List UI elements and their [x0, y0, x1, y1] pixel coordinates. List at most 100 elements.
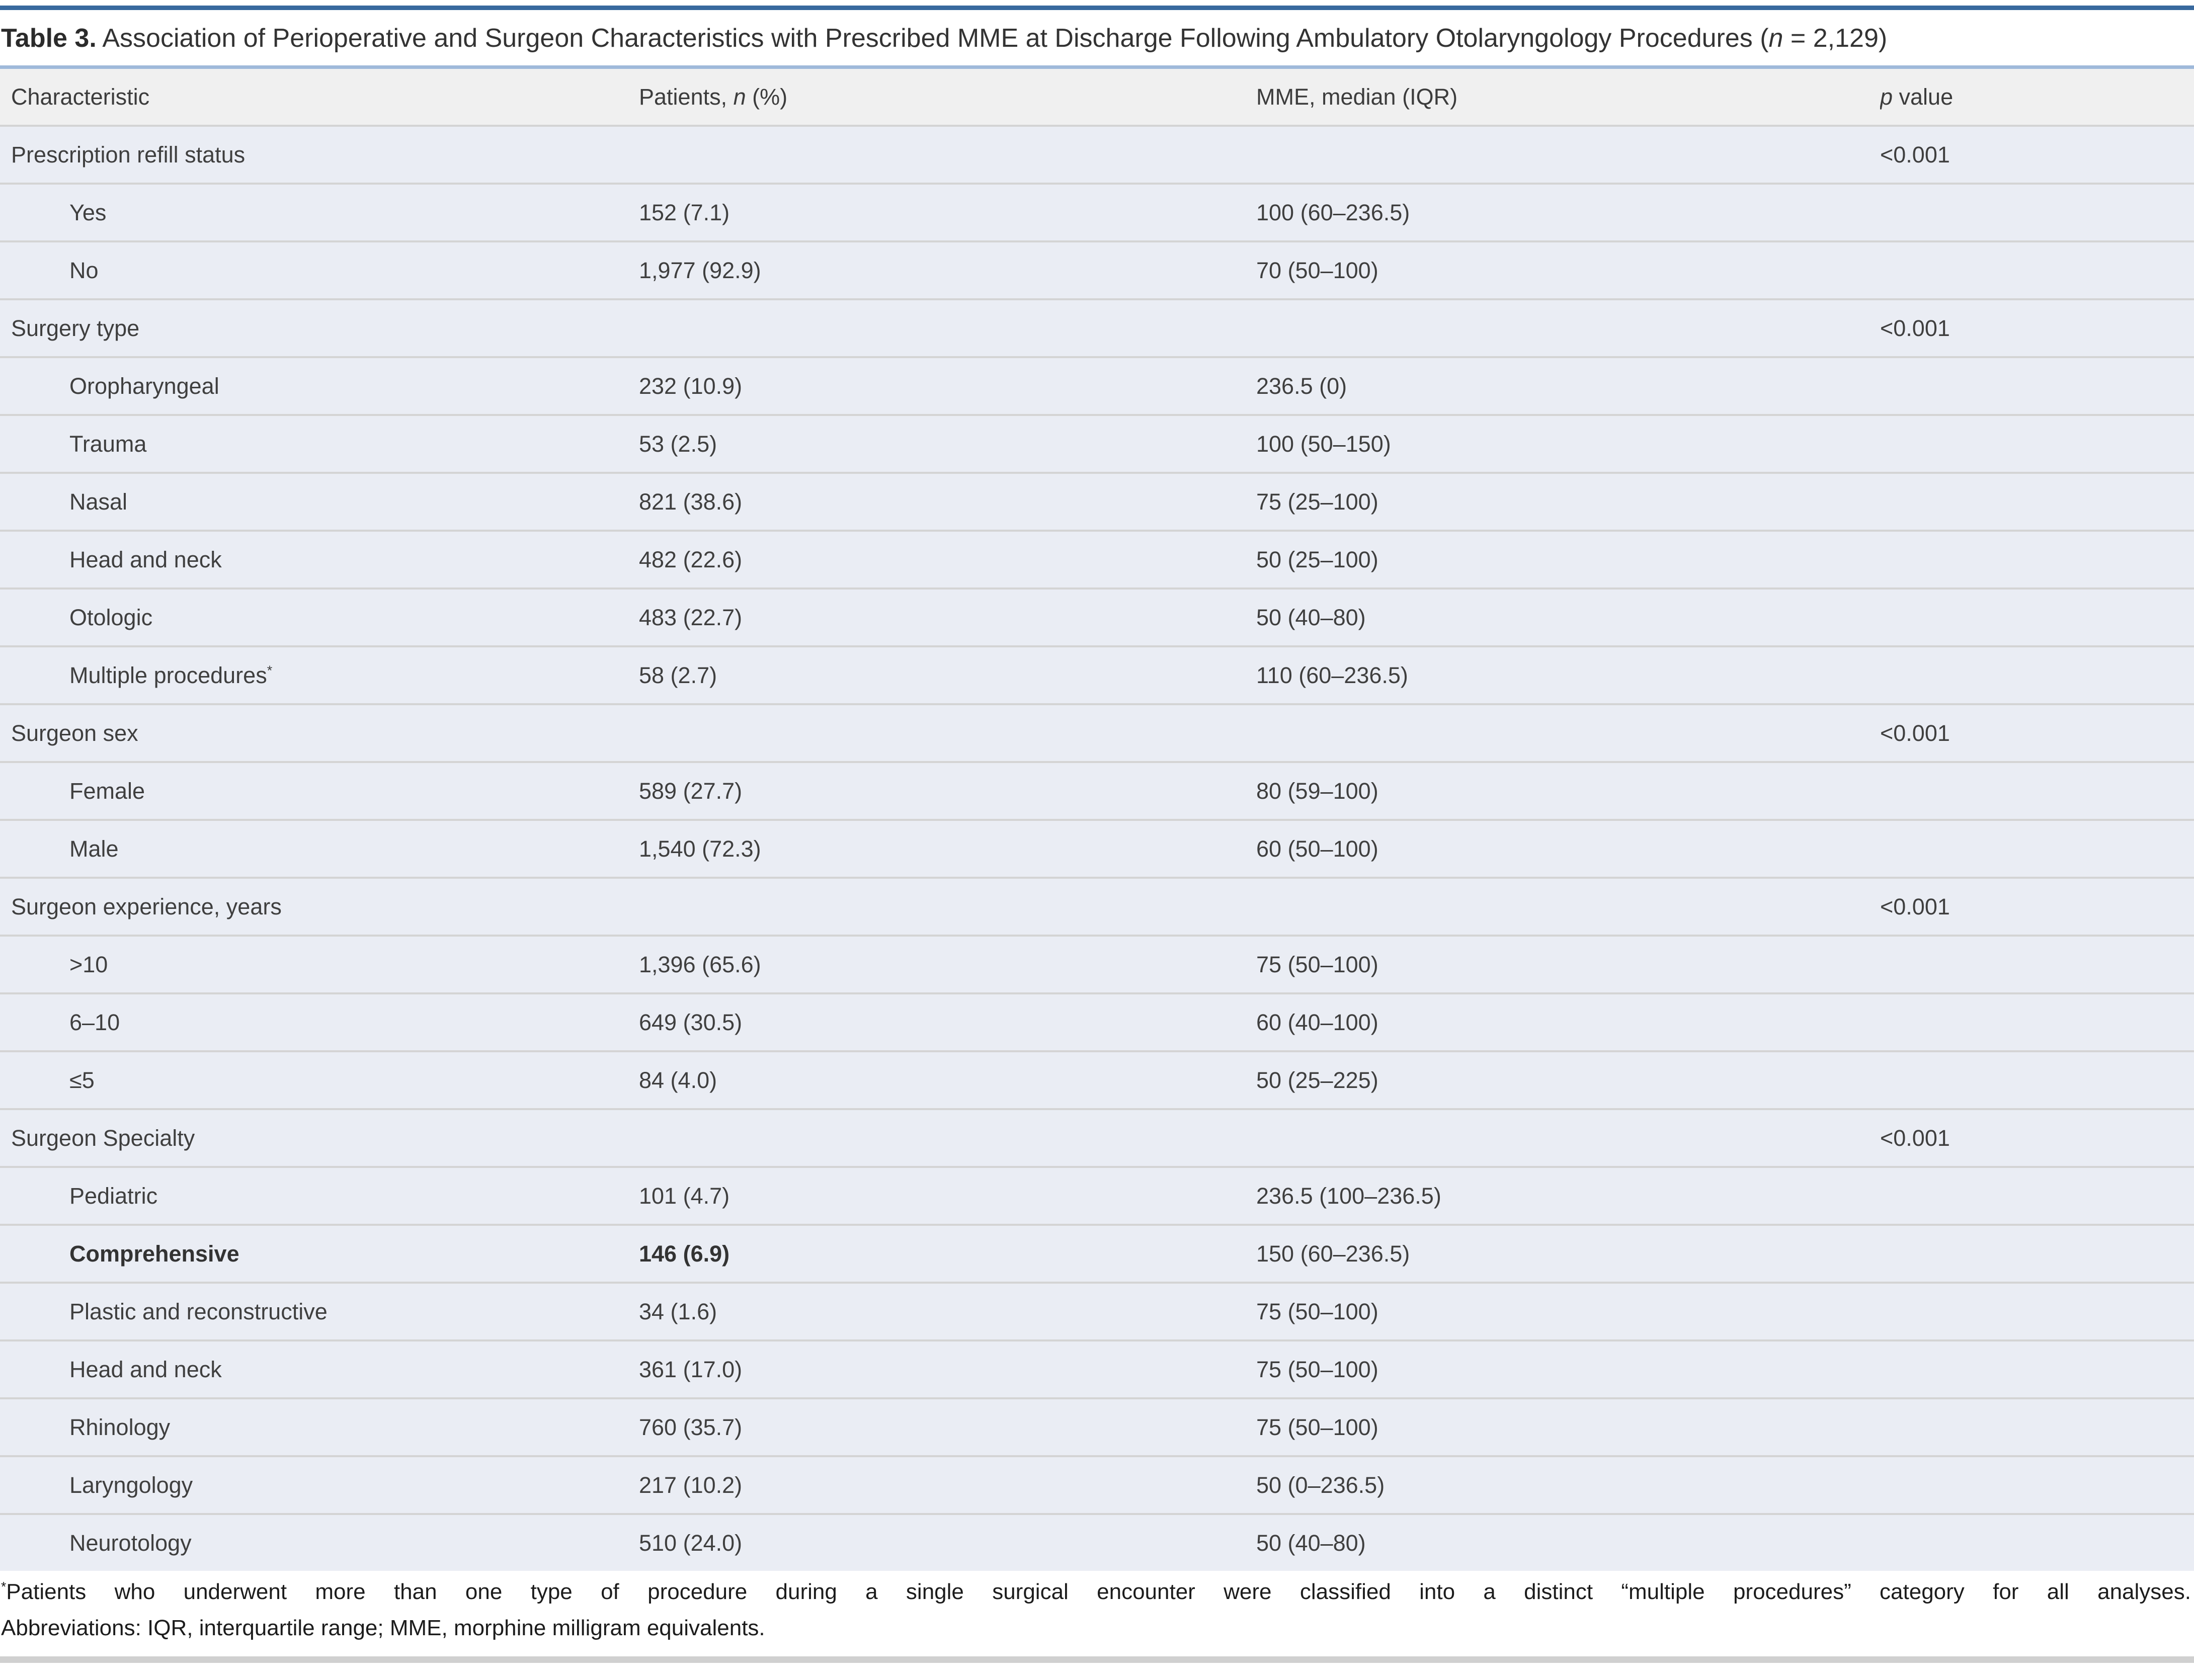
cell-characteristic: Plastic and reconstructive: [69, 1298, 328, 1324]
cell-characteristic: Surgeon sex: [11, 720, 138, 746]
table-row: Pediatric 101 (4.7) 236.5 (100–236.5): [0, 1166, 2194, 1224]
cell-characteristic: Female: [69, 778, 145, 804]
cell-characteristic: No: [69, 257, 99, 283]
cell-patients: 1,977 (92.9): [639, 257, 761, 283]
cell-patients: 1,540 (72.3): [639, 835, 761, 862]
cell-patients: 101 (4.7): [639, 1183, 730, 1209]
cell-patients: 152 (7.1): [639, 199, 730, 225]
cell-patients: 34 (1.6): [639, 1298, 717, 1324]
cell-characteristic: >10: [69, 951, 108, 977]
table-row: 6–10 649 (30.5) 60 (40–100): [0, 992, 2194, 1050]
cell-mme: 236.5 (0): [1256, 373, 1347, 399]
cell-patients: 510 (24.0): [639, 1530, 743, 1556]
cell-mme: 50 (25–225): [1256, 1067, 1378, 1093]
footnote-asterisk: *: [1, 1579, 7, 1594]
cell-pvalue: <0.001: [1880, 720, 1950, 746]
table-row: Nasal 821 (38.6) 75 (25–100): [0, 472, 2194, 530]
title-n-italic: n: [1768, 24, 1783, 53]
table-row: Laryngology 217 (10.2) 50 (0–236.5): [0, 1455, 2194, 1513]
table-row: Female 589 (27.7) 80 (59–100): [0, 761, 2194, 819]
cell-characteristic: 6–10: [69, 1009, 120, 1035]
table-row: Head and neck 361 (17.0) 75 (50–100): [0, 1339, 2194, 1397]
cell-mme: 75 (50–100): [1256, 1298, 1378, 1324]
cell-mme: 110 (60–236.5): [1256, 662, 1408, 688]
cell-patients: 483 (22.7): [639, 604, 743, 630]
cell-mme: 100 (60–236.5): [1256, 199, 1410, 225]
table-row: No 1,977 (92.9) 70 (50–100): [0, 240, 2194, 298]
cell-characteristic: Rhinology: [69, 1414, 171, 1440]
cell-mme: 50 (25–100): [1256, 546, 1378, 572]
col-header-patients: Patients, n (%): [639, 83, 788, 110]
top-accent-bar: [0, 6, 2194, 10]
footnote-line2: Abbreviations: IQR, interquartile range;…: [1, 1616, 765, 1640]
cell-mme: 236.5 (100–236.5): [1256, 1183, 1441, 1209]
cell-characteristic: ≤5: [69, 1067, 95, 1093]
cell-characteristic: Otologic: [69, 604, 153, 630]
table-row: ≤5 84 (4.0) 50 (25–225): [0, 1050, 2194, 1108]
cell-mme: 80 (59–100): [1256, 778, 1378, 804]
table-number-label: Table 3.: [1, 24, 97, 53]
cell-mme: 75 (25–100): [1256, 488, 1378, 515]
cell-patients: 649 (30.5): [639, 1009, 743, 1035]
cell-characteristic: Prescription refill status: [11, 141, 246, 167]
cell-patients: 361 (17.0): [639, 1356, 743, 1382]
cell-characteristic: Pediatric: [69, 1183, 158, 1209]
cell-pvalue: <0.001: [1880, 1125, 1950, 1151]
table-row: Head and neck 482 (22.6) 50 (25–100): [0, 530, 2194, 587]
cell-characteristic: Trauma: [69, 431, 147, 457]
table-row: Oropharyngeal 232 (10.9) 236.5 (0): [0, 356, 2194, 414]
table-row: Otologic 483 (22.7) 50 (40–80): [0, 587, 2194, 645]
cell-patients: 217 (10.2): [639, 1472, 743, 1498]
footnote-line1: *Patients who underwent more than one ty…: [1, 1579, 2191, 1604]
cell-mme: 50 (0–236.5): [1256, 1472, 1385, 1498]
title-suffix: = 2,129): [1783, 24, 1888, 53]
cell-patients: 589 (27.7): [639, 778, 743, 804]
cell-mme: 70 (50–100): [1256, 257, 1378, 283]
cell-characteristic: Yes: [69, 199, 107, 225]
cell-mme: 75 (50–100): [1256, 1356, 1378, 1382]
cell-patients: 146 (6.9): [639, 1240, 730, 1267]
cell-pvalue: <0.001: [1880, 893, 1950, 919]
cell-mme: 75 (50–100): [1256, 1414, 1378, 1440]
cell-characteristic: Multiple procedures*: [69, 662, 273, 688]
cell-mme: 60 (40–100): [1256, 1009, 1378, 1035]
header-accent-bar: [0, 65, 2194, 69]
cell-characteristic: Oropharyngeal: [69, 373, 219, 399]
table-row: Surgeon sex <0.001: [0, 703, 2194, 761]
cell-patients: 760 (35.7): [639, 1414, 743, 1440]
table-row: Trauma 53 (2.5) 100 (50–150): [0, 414, 2194, 472]
cell-pvalue: <0.001: [1880, 315, 1950, 341]
table-row: Multiple procedures* 58 (2.7) 110 (60–236.…: [0, 645, 2194, 703]
col-header-characteristic: Characteristic: [11, 83, 150, 110]
table-row: Surgeon Specialty <0.001: [0, 1108, 2194, 1166]
characteristics-table: Characteristic Patients, n (%) MME, medi…: [0, 69, 2194, 1571]
table-row: Prescription refill status <0.001: [0, 125, 2194, 183]
cell-characteristic: Head and neck: [69, 1356, 222, 1382]
col-header-mme: MME, median (IQR): [1256, 83, 1458, 110]
cell-patients: 1,396 (65.6): [639, 951, 761, 977]
title-text: Association of Perioperative and Surgeon…: [96, 24, 1769, 53]
table-row: Comprehensive 146 (6.9) 150 (60–236.5): [0, 1224, 2194, 1282]
table-row: Neurotology 510 (24.0) 50 (40–80): [0, 1513, 2194, 1571]
table-row: Yes 152 (7.1) 100 (60–236.5): [0, 183, 2194, 240]
page-title: Table 3. Association of Perioperative an…: [0, 10, 2194, 65]
asterisk-marker: *: [267, 662, 273, 678]
cell-mme: 100 (50–150): [1256, 431, 1391, 457]
table-row: Male 1,540 (72.3) 60 (50–100): [0, 819, 2194, 877]
table-row: Surgeon experience, years <0.001: [0, 877, 2194, 935]
cell-patients: 84 (4.0): [639, 1067, 717, 1093]
cell-characteristic: Comprehensive: [69, 1240, 239, 1267]
table-body: Prescription refill status <0.001 Yes 152 (…: [0, 125, 2194, 1571]
cell-pvalue: <0.001: [1880, 141, 1950, 167]
cell-characteristic: Surgeon Specialty: [11, 1125, 195, 1151]
cell-mme: 50 (40–80): [1256, 604, 1366, 630]
cell-patients: 482 (22.6): [639, 546, 743, 572]
cell-mme: 50 (40–80): [1256, 1530, 1366, 1556]
cell-patients: 821 (38.6): [639, 488, 743, 515]
cell-patients: 53 (2.5): [639, 431, 717, 457]
cell-characteristic: Neurotology: [69, 1530, 192, 1556]
cell-mme: 60 (50–100): [1256, 835, 1378, 862]
table-row: Rhinology 760 (35.7) 75 (50–100): [0, 1397, 2194, 1455]
table-header-row: Characteristic Patients, n (%) MME, medi…: [0, 69, 2194, 125]
col-header-pvalue: p value: [1880, 83, 1954, 110]
